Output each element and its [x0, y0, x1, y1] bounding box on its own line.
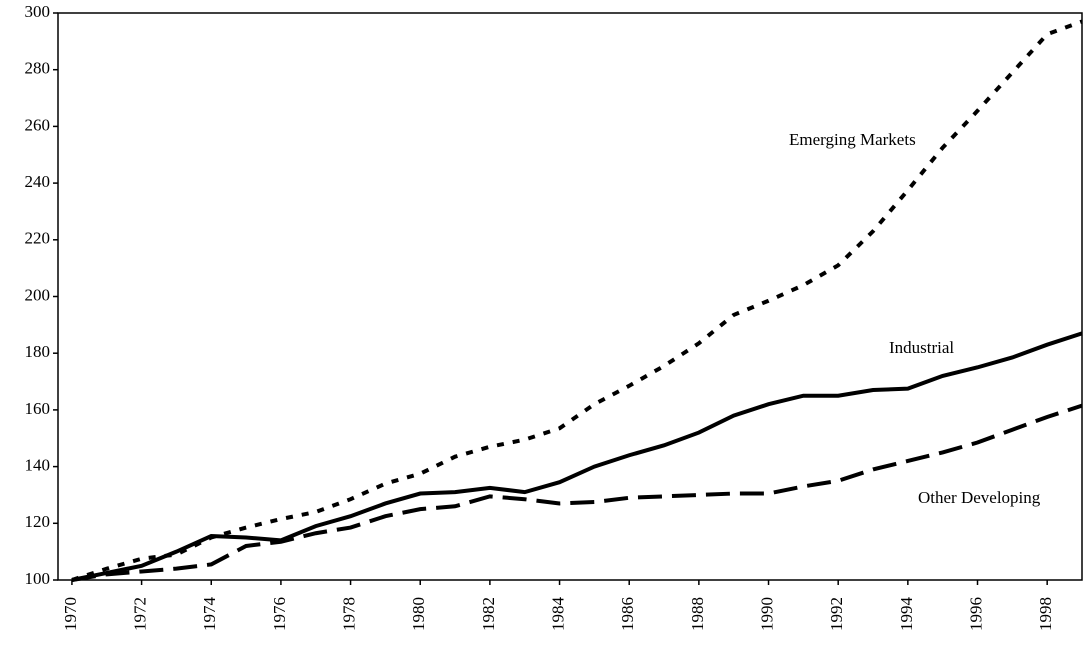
y-tick-label: 180	[25, 342, 51, 361]
y-tick-label: 160	[25, 399, 51, 418]
y-tick-label: 280	[25, 59, 51, 78]
x-tick-label: 1996	[966, 597, 985, 631]
series-label: Other Developing	[918, 488, 1041, 507]
x-tick-label: 1984	[548, 597, 567, 632]
x-tick-label: 1990	[757, 597, 776, 631]
series-label: Industrial	[889, 338, 954, 357]
y-tick-label: 300	[25, 2, 51, 21]
x-tick-label: 1988	[688, 597, 707, 631]
x-tick-label: 1978	[339, 597, 358, 631]
x-tick-label: 1972	[130, 597, 149, 631]
y-tick-label: 100	[25, 569, 51, 588]
x-tick-label: 1994	[897, 597, 916, 632]
x-tick-label: 1970	[61, 597, 80, 631]
x-tick-label: 1986	[618, 597, 637, 631]
x-tick-label: 1982	[479, 597, 498, 631]
x-tick-label: 1974	[200, 597, 219, 632]
x-tick-label: 1980	[409, 597, 428, 631]
series-line	[71, 331, 1083, 582]
x-tick-label: 1992	[827, 597, 846, 631]
series-label: Emerging Markets	[789, 130, 916, 149]
y-tick-label: 140	[25, 456, 51, 475]
plot-frame	[57, 12, 1083, 581]
y-tick-label: 240	[25, 172, 51, 191]
x-tick-label: 1998	[1036, 597, 1055, 631]
y-tick-label: 200	[25, 285, 51, 304]
series-line	[71, 19, 1083, 582]
y-tick-label: 120	[25, 512, 51, 531]
series-line	[71, 403, 1083, 582]
y-tick-label: 220	[25, 229, 51, 248]
y-tick-label: 260	[25, 115, 51, 134]
x-tick-label: 1976	[270, 597, 289, 631]
